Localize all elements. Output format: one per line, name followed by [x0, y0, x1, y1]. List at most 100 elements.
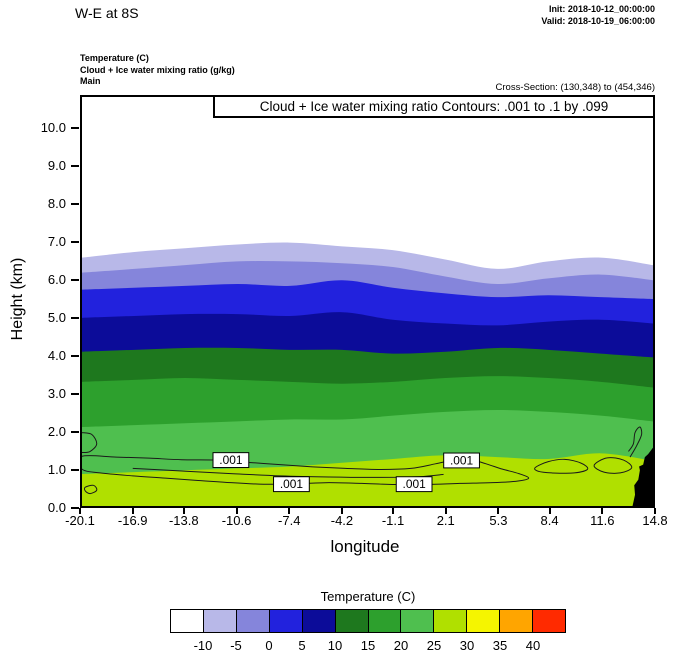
x-tick-label: 11.6 [590, 513, 615, 528]
cloud-contour-line [83, 484, 98, 495]
field-line-domain: Main [80, 76, 101, 87]
x-tick-label: -7.4 [278, 513, 301, 528]
x-tick-mark [340, 508, 343, 514]
cloud-contour-line [82, 432, 98, 454]
y-tick-label: 10.0 [40, 120, 66, 135]
terrain-silhouette [632, 447, 653, 506]
contour-label-text: .001 [219, 453, 243, 467]
x-tick-label: -4.2 [330, 513, 354, 528]
contour-label-text: .001 [280, 477, 304, 491]
x-tick-label: 14.8 [642, 513, 668, 528]
x-tick-label: -10.6 [221, 513, 252, 528]
colorbar-tick-label: 5 [298, 638, 306, 653]
field-line-temperature: Temperature (C) [80, 53, 149, 63]
x-tick-label: -16.9 [117, 513, 148, 528]
colorbar-tick-label: -5 [230, 638, 242, 653]
colorbar-title: Temperature (C) [320, 589, 416, 604]
x-tick-label: 2.1 [436, 513, 455, 528]
y-tick-mark [71, 279, 79, 281]
y-tick-label: 4.0 [47, 348, 66, 363]
colorbar-cell [171, 610, 204, 632]
y-tick-mark [71, 165, 79, 167]
contour-label-box [443, 452, 480, 469]
contour-label-text: .001 [450, 453, 474, 467]
cloud-contour-line [628, 426, 643, 458]
cloud-contour-line [593, 457, 633, 474]
colorbar-cell [401, 610, 435, 632]
valid-time-label: Valid: 2018-10-19_06:00:00 [541, 15, 655, 26]
y-tick-mark [71, 507, 79, 509]
x-tick-mark [548, 508, 551, 514]
y-tick-mark [71, 317, 79, 319]
init-time-label: Init: 2018-10-12_00:00:00 [548, 4, 655, 14]
x-tick-label: -13.8 [168, 513, 199, 528]
y-tick-mark [71, 393, 79, 395]
temperature-band-25c [82, 453, 653, 506]
x-tick-mark [235, 508, 238, 514]
colorbar-cell [533, 610, 566, 632]
colorbar-tick-label: 0 [265, 638, 273, 653]
contour-label-text: .001 [403, 477, 427, 491]
y-tick-mark [71, 469, 79, 471]
colorbar-cell [467, 610, 501, 632]
y-tick-label: 9.0 [47, 158, 66, 173]
colorbar-tick-label: 15 [360, 638, 376, 653]
x-tick-mark [497, 508, 500, 514]
y-tick-mark [71, 203, 79, 205]
x-tick-mark [131, 508, 134, 514]
page-title: W-E at 8S [75, 5, 139, 21]
x-tick-label: 5.3 [489, 513, 508, 528]
x-tick-mark [288, 508, 291, 514]
field-line-cloud-mixing-ratio: Cloud + Ice water mixing ratio (g/kg) [80, 64, 235, 75]
x-tick-mark [392, 508, 395, 514]
field-info-block: Temperature (C) Cloud + Ice water mixing… [80, 53, 235, 88]
cross-section-coords: Cross-Section: (130,348) to (454,346) [495, 82, 655, 93]
cross-section-plot: .001 .001 .001 .001 [82, 242, 653, 506]
y-tick-label: 6.0 [47, 272, 66, 287]
y-tick-mark [71, 355, 79, 357]
x-tick-label: -20.1 [65, 513, 95, 528]
x-tick-mark [182, 508, 185, 514]
init-valid-block: Init: 2018-10-12_00:00:00 Valid: 2018-10… [541, 4, 655, 27]
x-tick-label: 8.4 [540, 513, 559, 528]
x-tick-mark [444, 508, 447, 514]
colorbar-cell [203, 610, 237, 632]
colorbar-cell [335, 610, 369, 632]
contour-label-box [395, 476, 433, 493]
y-tick-mark [71, 241, 79, 243]
plot-area: .001 .001 .001 .001 Cloud + Ice water mixin… [80, 95, 655, 508]
x-tick-label: -1.1 [381, 513, 405, 528]
colorbar-tick-label: 30 [459, 638, 475, 653]
y-tick-label: 0.0 [47, 500, 66, 515]
colorbar-tick-label: 20 [393, 638, 409, 653]
colorbar-tick-label: -10 [193, 638, 213, 653]
y-tick-label: 7.0 [47, 234, 66, 249]
colorbar-tick-label: 35 [492, 638, 508, 653]
colorbar-tick-label: 25 [426, 638, 442, 653]
y-tick-label: 5.0 [47, 310, 66, 325]
colorbar-tick-label: 40 [525, 638, 541, 653]
x-tick-mark [79, 508, 81, 514]
colorbar-cell [434, 610, 468, 632]
colorbar-cell [368, 610, 402, 632]
contour-label-box [212, 452, 250, 469]
y-tick-label: 3.0 [47, 386, 66, 401]
colorbar-tick-label: 10 [327, 638, 343, 653]
colorbar-cell [500, 610, 534, 632]
y-tick-label: 2.0 [47, 424, 66, 439]
cloud-contour-line [534, 458, 589, 474]
contour-info-box: Cloud + Ice water mixing ratio Contours:… [213, 95, 655, 118]
x-axis-title: longitude [330, 537, 400, 556]
contour-label-box [273, 476, 310, 493]
y-tick-label: 1.0 [47, 462, 66, 477]
colorbar-cell [302, 610, 336, 632]
y-tick-mark [71, 431, 79, 433]
temperature-colorbar [170, 609, 566, 633]
x-tick-mark [654, 508, 656, 514]
colorbar-cell [269, 610, 303, 632]
x-tick-mark [601, 508, 604, 514]
y-tick-mark [71, 127, 79, 129]
colorbar-cell [236, 610, 270, 632]
y-tick-label: 8.0 [47, 196, 66, 211]
